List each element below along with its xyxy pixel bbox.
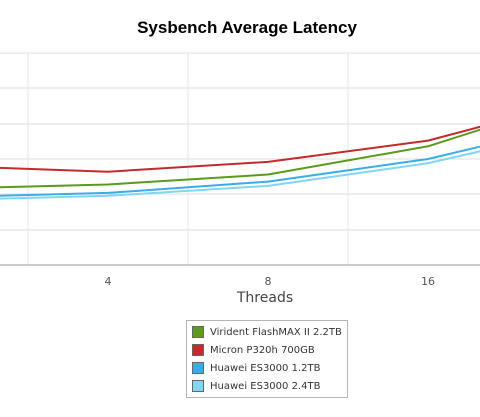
series-line — [0, 145, 480, 197]
legend-swatch — [192, 326, 204, 338]
x-tick-label: 8 — [265, 275, 272, 288]
x-axis-title: Threads — [236, 290, 294, 306]
legend-swatch — [192, 344, 204, 356]
series-line — [0, 128, 480, 189]
x-tick-label: 16 — [421, 275, 435, 288]
legend-item: Virident FlashMAX II 2.2TB — [192, 324, 342, 340]
chart-title: Sysbench Average Latency — [137, 18, 357, 37]
legend-item: Huawei ES3000 2.4TB — [192, 378, 320, 394]
series-line — [0, 150, 480, 200]
legend-item: Micron P320h 700GB — [192, 342, 315, 358]
legend-label: Micron P320h 700GB — [210, 344, 315, 356]
legend-swatch — [192, 380, 204, 392]
legend-label: Virident FlashMAX II 2.2TB — [210, 326, 342, 338]
x-tick-label: 4 — [105, 275, 112, 288]
legend-label: Huawei ES3000 1.2TB — [210, 362, 321, 374]
legend-label: Huawei ES3000 2.4TB — [210, 380, 321, 392]
legend-swatch — [192, 362, 204, 374]
series-line — [0, 125, 480, 173]
chart-legend: Virident FlashMAX II 2.2TB Micron P320h … — [186, 320, 348, 398]
legend-item: Huawei ES3000 1.2TB — [192, 360, 320, 376]
